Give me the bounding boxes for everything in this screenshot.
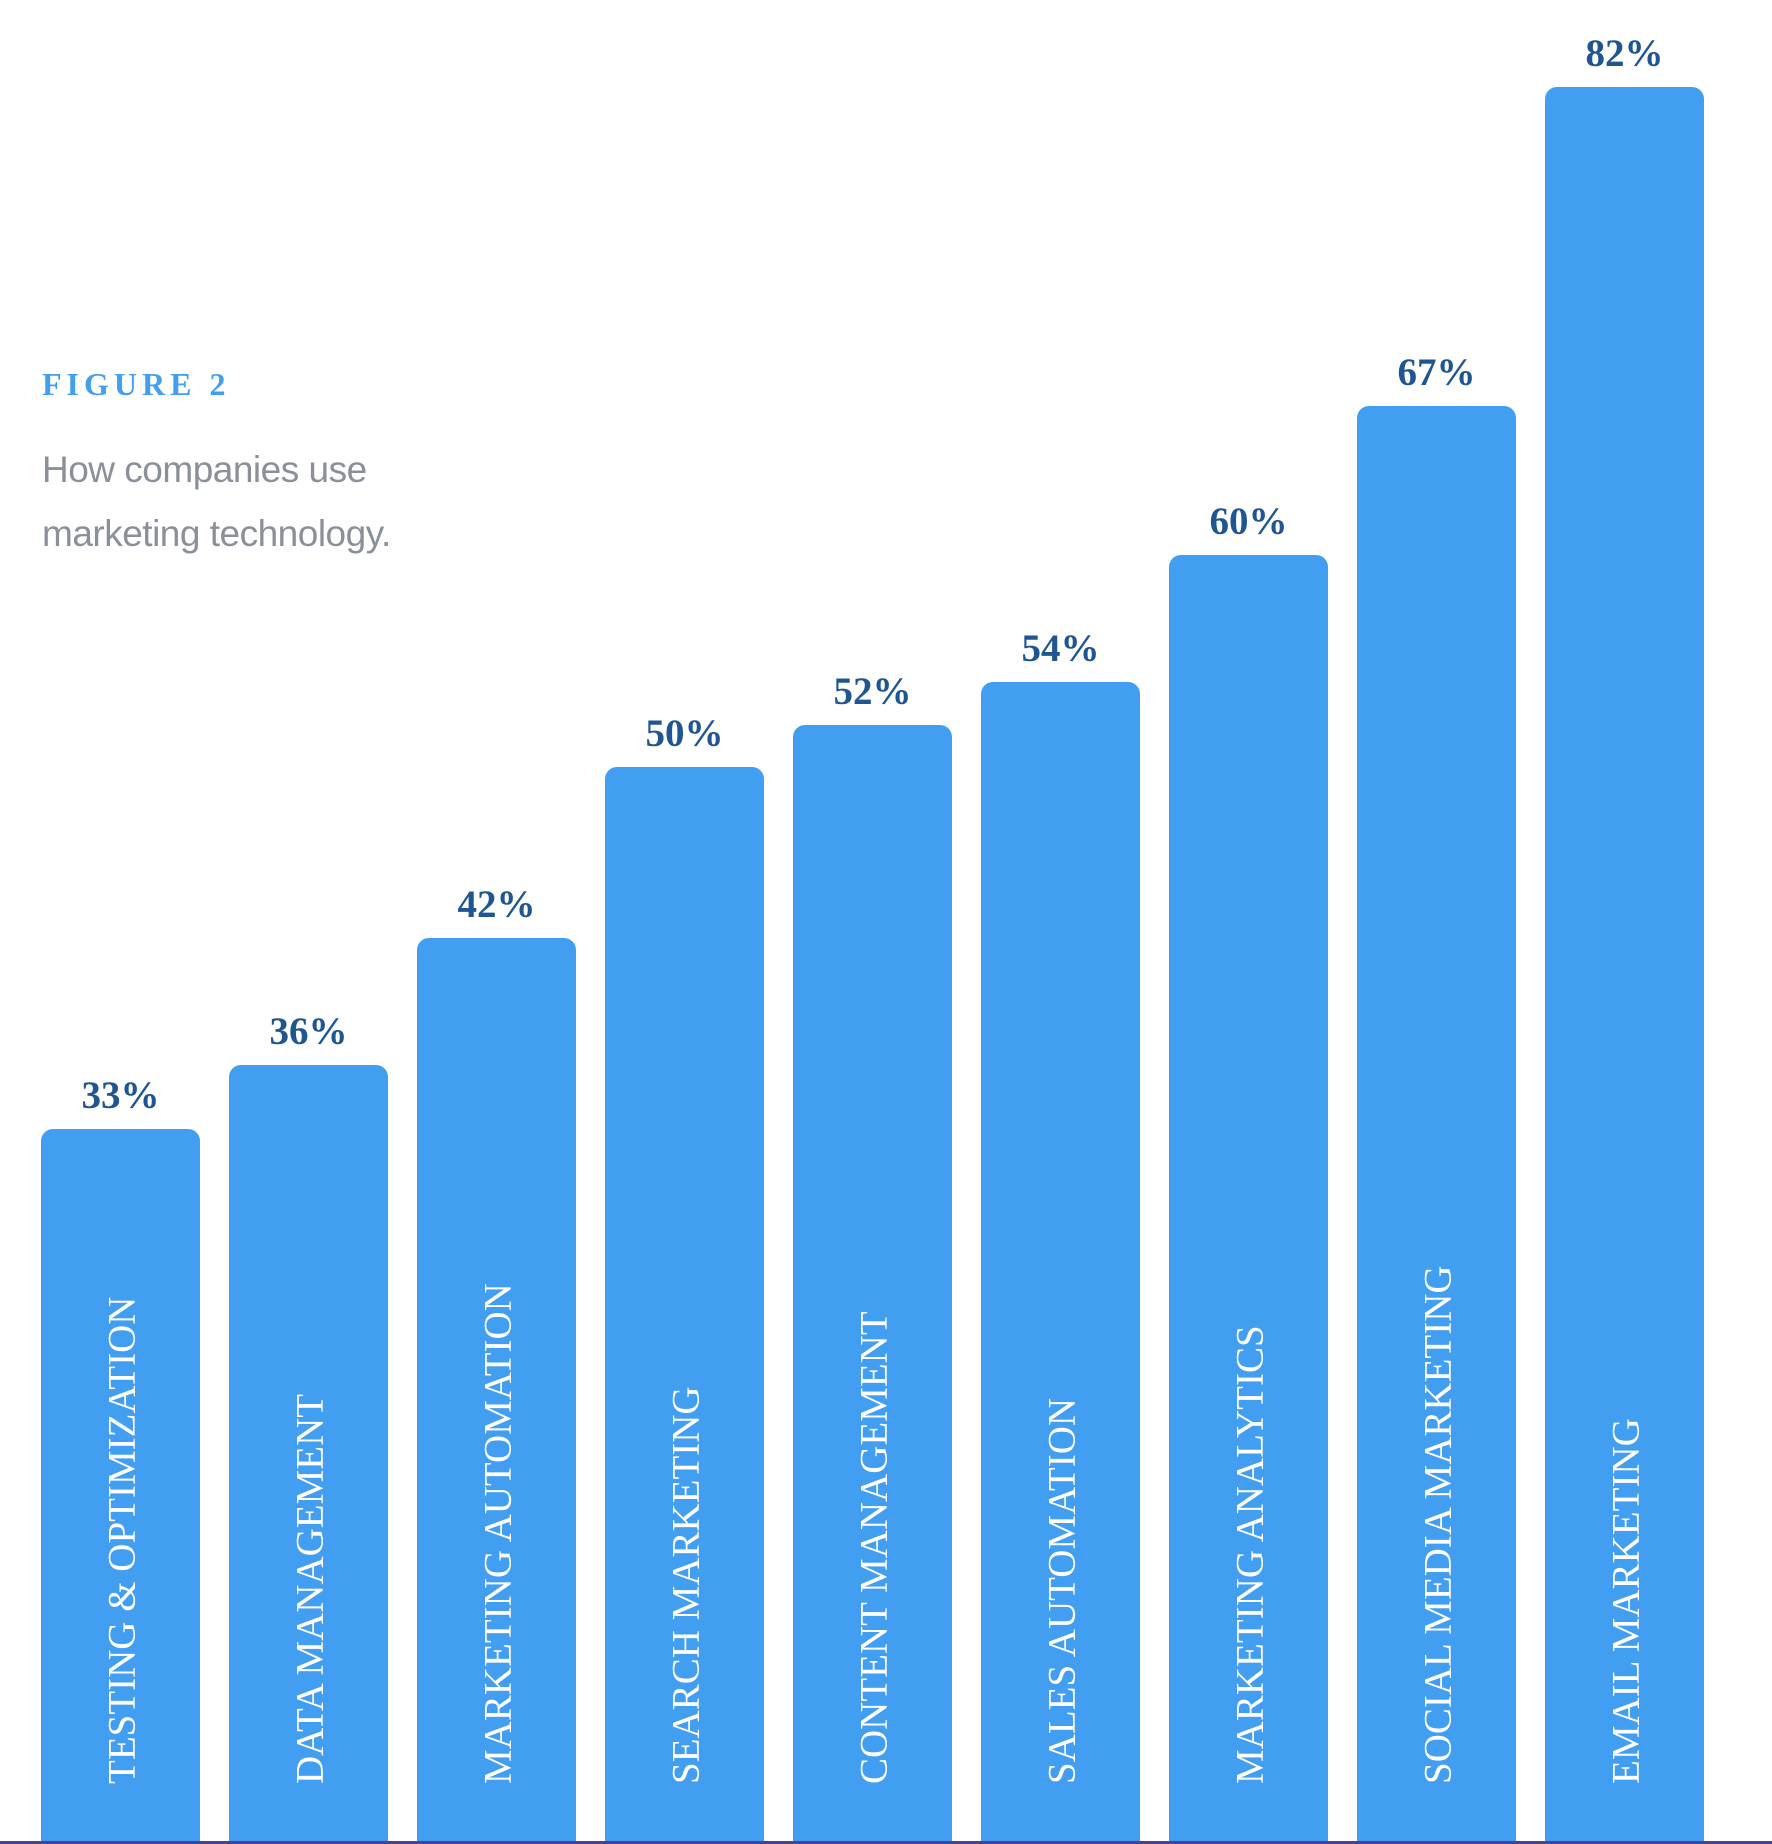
bar-value-label: 33% [81,1074,160,1117]
caption-line-1: How companies use [42,449,367,490]
bar-category-label: TESTING & OPTIMIZATION [100,1296,144,1784]
bar-category-label: SALES AUTOMATION [1040,1397,1084,1784]
bar: CONTENT MANAGEMENT [793,725,952,1841]
bar-category-label: SEARCH MARKETING [664,1386,708,1784]
bar-category-label: EMAIL MARKETING [1604,1418,1648,1784]
caption-line-2: marketing technology. [42,513,391,554]
bar-category-label: SOCIAL MEDIA MARKETING [1416,1265,1460,1784]
bar-value-label: 36% [269,1010,348,1053]
figure-caption: How companies use marketing technology. [42,438,502,566]
bar-value-label: 60% [1209,500,1288,543]
bar: MARKETING ANALYTICS [1169,555,1328,1841]
bar-value-label: 54% [1021,627,1100,670]
bar: SALES AUTOMATION [981,682,1140,1841]
bar-value-label: 52% [833,670,912,713]
bar-category-label: CONTENT MANAGEMENT [852,1311,896,1784]
bar: TESTING & OPTIMIZATION [41,1129,200,1841]
bar: SOCIAL MEDIA MARKETING [1357,406,1516,1841]
bar-value-label: 42% [457,883,536,926]
figure-label: FIGURE 2 [42,366,231,402]
bar-value-label: 67% [1397,351,1476,394]
bar: DATA MANAGEMENT [229,1065,388,1841]
baseline-rule [0,1841,1772,1844]
bar-value-label: 82% [1585,32,1664,75]
bar-category-label: DATA MANAGEMENT [288,1393,332,1784]
bar: SEARCH MARKETING [605,767,764,1841]
bar-category-label: MARKETING ANALYTICS [1228,1325,1272,1784]
bar: MARKETING AUTOMATION [417,938,576,1841]
bar-category-label: MARKETING AUTOMATION [476,1283,520,1784]
bar-value-label: 50% [645,712,724,755]
bar: EMAIL MARKETING [1545,87,1704,1841]
